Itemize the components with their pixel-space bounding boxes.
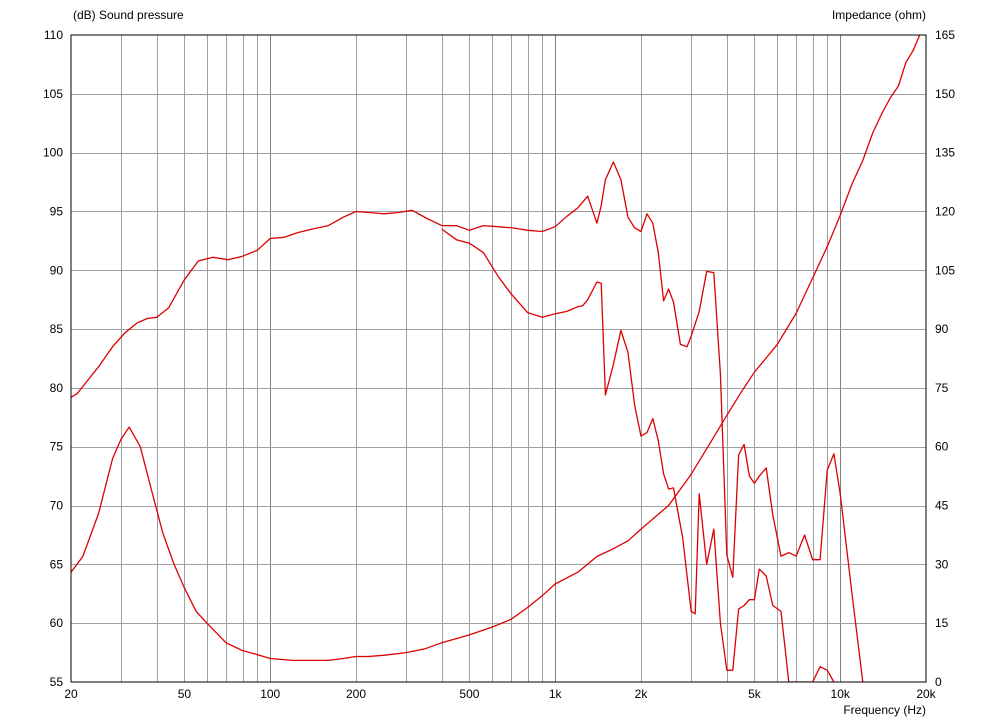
x-tick-label: 20k <box>916 687 936 701</box>
x-tick-labels: 20 50 100 200 500 1k 2k 5k 10k 20k <box>64 687 936 701</box>
y-left-tick-label: 90 <box>50 263 64 277</box>
x-tick-label: 20 <box>64 687 78 701</box>
x-tick-label: 5k <box>748 687 762 701</box>
y-right-tick-label: 120 <box>935 204 955 218</box>
spl-curve-1 <box>71 161 864 682</box>
y-right-tick-label: 15 <box>935 616 949 630</box>
spl-curve-2 <box>441 228 835 682</box>
y-left-axis-label: (dB) Sound pressure <box>73 8 184 22</box>
plot-frame <box>70 34 927 683</box>
impedance-curve <box>71 35 921 662</box>
y-left-tick-label: 95 <box>50 204 64 218</box>
x-tick-label: 500 <box>459 687 479 701</box>
y-right-tick-label: 90 <box>935 322 949 336</box>
y-left-tick-label: 100 <box>43 146 63 160</box>
y-right-tick-label: 105 <box>935 263 955 277</box>
y-right-tick-label: 75 <box>935 381 949 395</box>
y-right-tick-label: 45 <box>935 499 949 513</box>
y-left-tick-label: 110 <box>44 28 63 42</box>
x-tick-label: 50 <box>178 687 192 701</box>
y-left-tick-label: 80 <box>50 381 64 395</box>
y-left-tick-label: 65 <box>50 557 64 571</box>
y-left-tick-label: 85 <box>50 322 64 336</box>
y-right-tick-label: 150 <box>935 87 955 101</box>
y-left-tick-label: 60 <box>50 616 64 630</box>
x-axis-label: Frequency (Hz) <box>843 703 926 717</box>
x-tick-label: 200 <box>346 687 366 701</box>
y-left-tick-label: 55 <box>50 675 64 689</box>
x-tick-label: 1k <box>549 687 563 701</box>
y-right-tick-label: 0 <box>935 675 942 689</box>
y-left-tick-label: 75 <box>50 440 64 454</box>
x-tick-label: 10k <box>831 687 851 701</box>
x-tick-label: 2k <box>635 687 649 701</box>
series-group <box>71 35 921 682</box>
y-left-tick-label: 70 <box>50 499 64 513</box>
y-right-tick-label: 135 <box>935 146 955 160</box>
y-left-tick-label: 105 <box>43 87 63 101</box>
y-right-tick-label: 60 <box>935 440 949 454</box>
y-right-axis-label: Impedance (ohm) <box>832 8 926 22</box>
x-tick-label: 100 <box>260 687 280 701</box>
y-right-tick-label: 165 <box>935 28 955 42</box>
y-right-tick-label: 30 <box>935 557 949 571</box>
y-left-tick-labels: 55 60 65 70 75 80 85 90 95 100 105 110 <box>43 28 63 689</box>
grid <box>71 35 926 682</box>
y-right-tick-labels: 0 15 30 45 60 75 90 105 120 135 150 165 <box>935 28 955 689</box>
